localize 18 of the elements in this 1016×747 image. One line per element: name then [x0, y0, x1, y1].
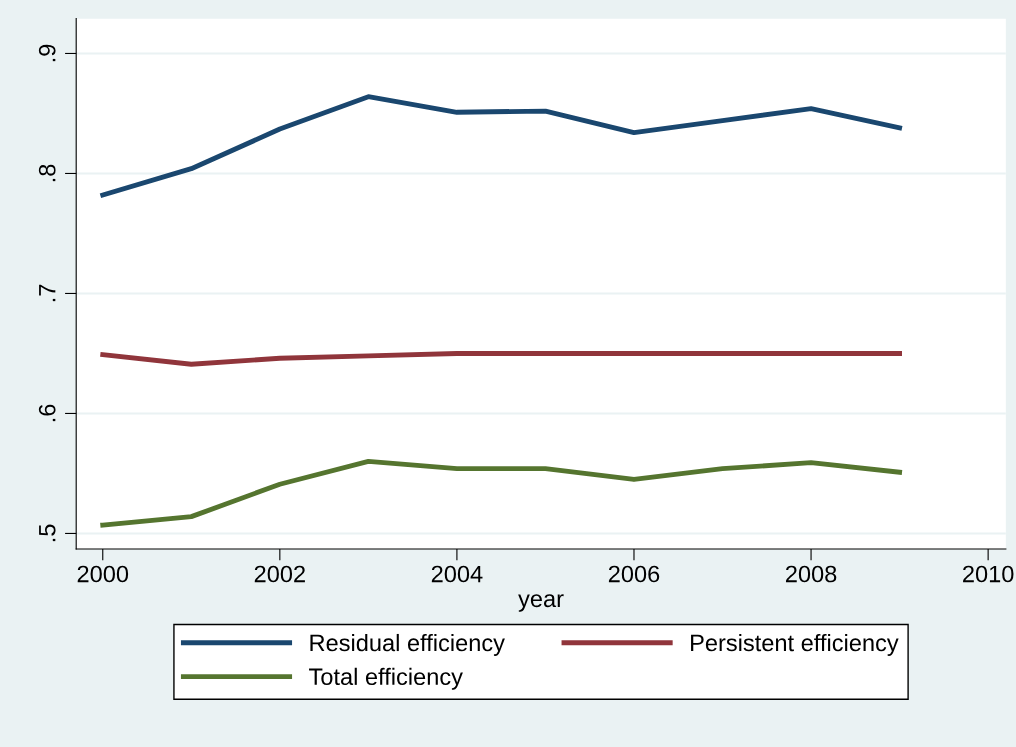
y-tick-label: .8	[38, 164, 56, 182]
x-tick-label: 2008	[785, 565, 837, 583]
y-tick-label: .6	[38, 404, 56, 422]
x-tick-label: 2002	[254, 565, 305, 583]
legend-label: Persistent efficiency	[691, 633, 899, 656]
line-series	[100, 351, 903, 367]
legend-label: Residual efficiency	[310, 633, 505, 656]
x-tick-label: 2010	[963, 565, 1014, 583]
x-tick-label: 2000	[77, 565, 129, 583]
x-axis-title: year	[518, 594, 564, 612]
y-tick-label: .5	[39, 524, 56, 542]
x-tick-label: 2006	[608, 565, 660, 583]
x-tick-label: 2004	[431, 565, 483, 583]
legend-label: Total efficiency	[309, 667, 463, 690]
y-tick-label: .9	[38, 44, 56, 62]
y-tick-label: .7	[39, 284, 56, 302]
line-series	[100, 94, 903, 198]
line-series	[100, 459, 903, 528]
